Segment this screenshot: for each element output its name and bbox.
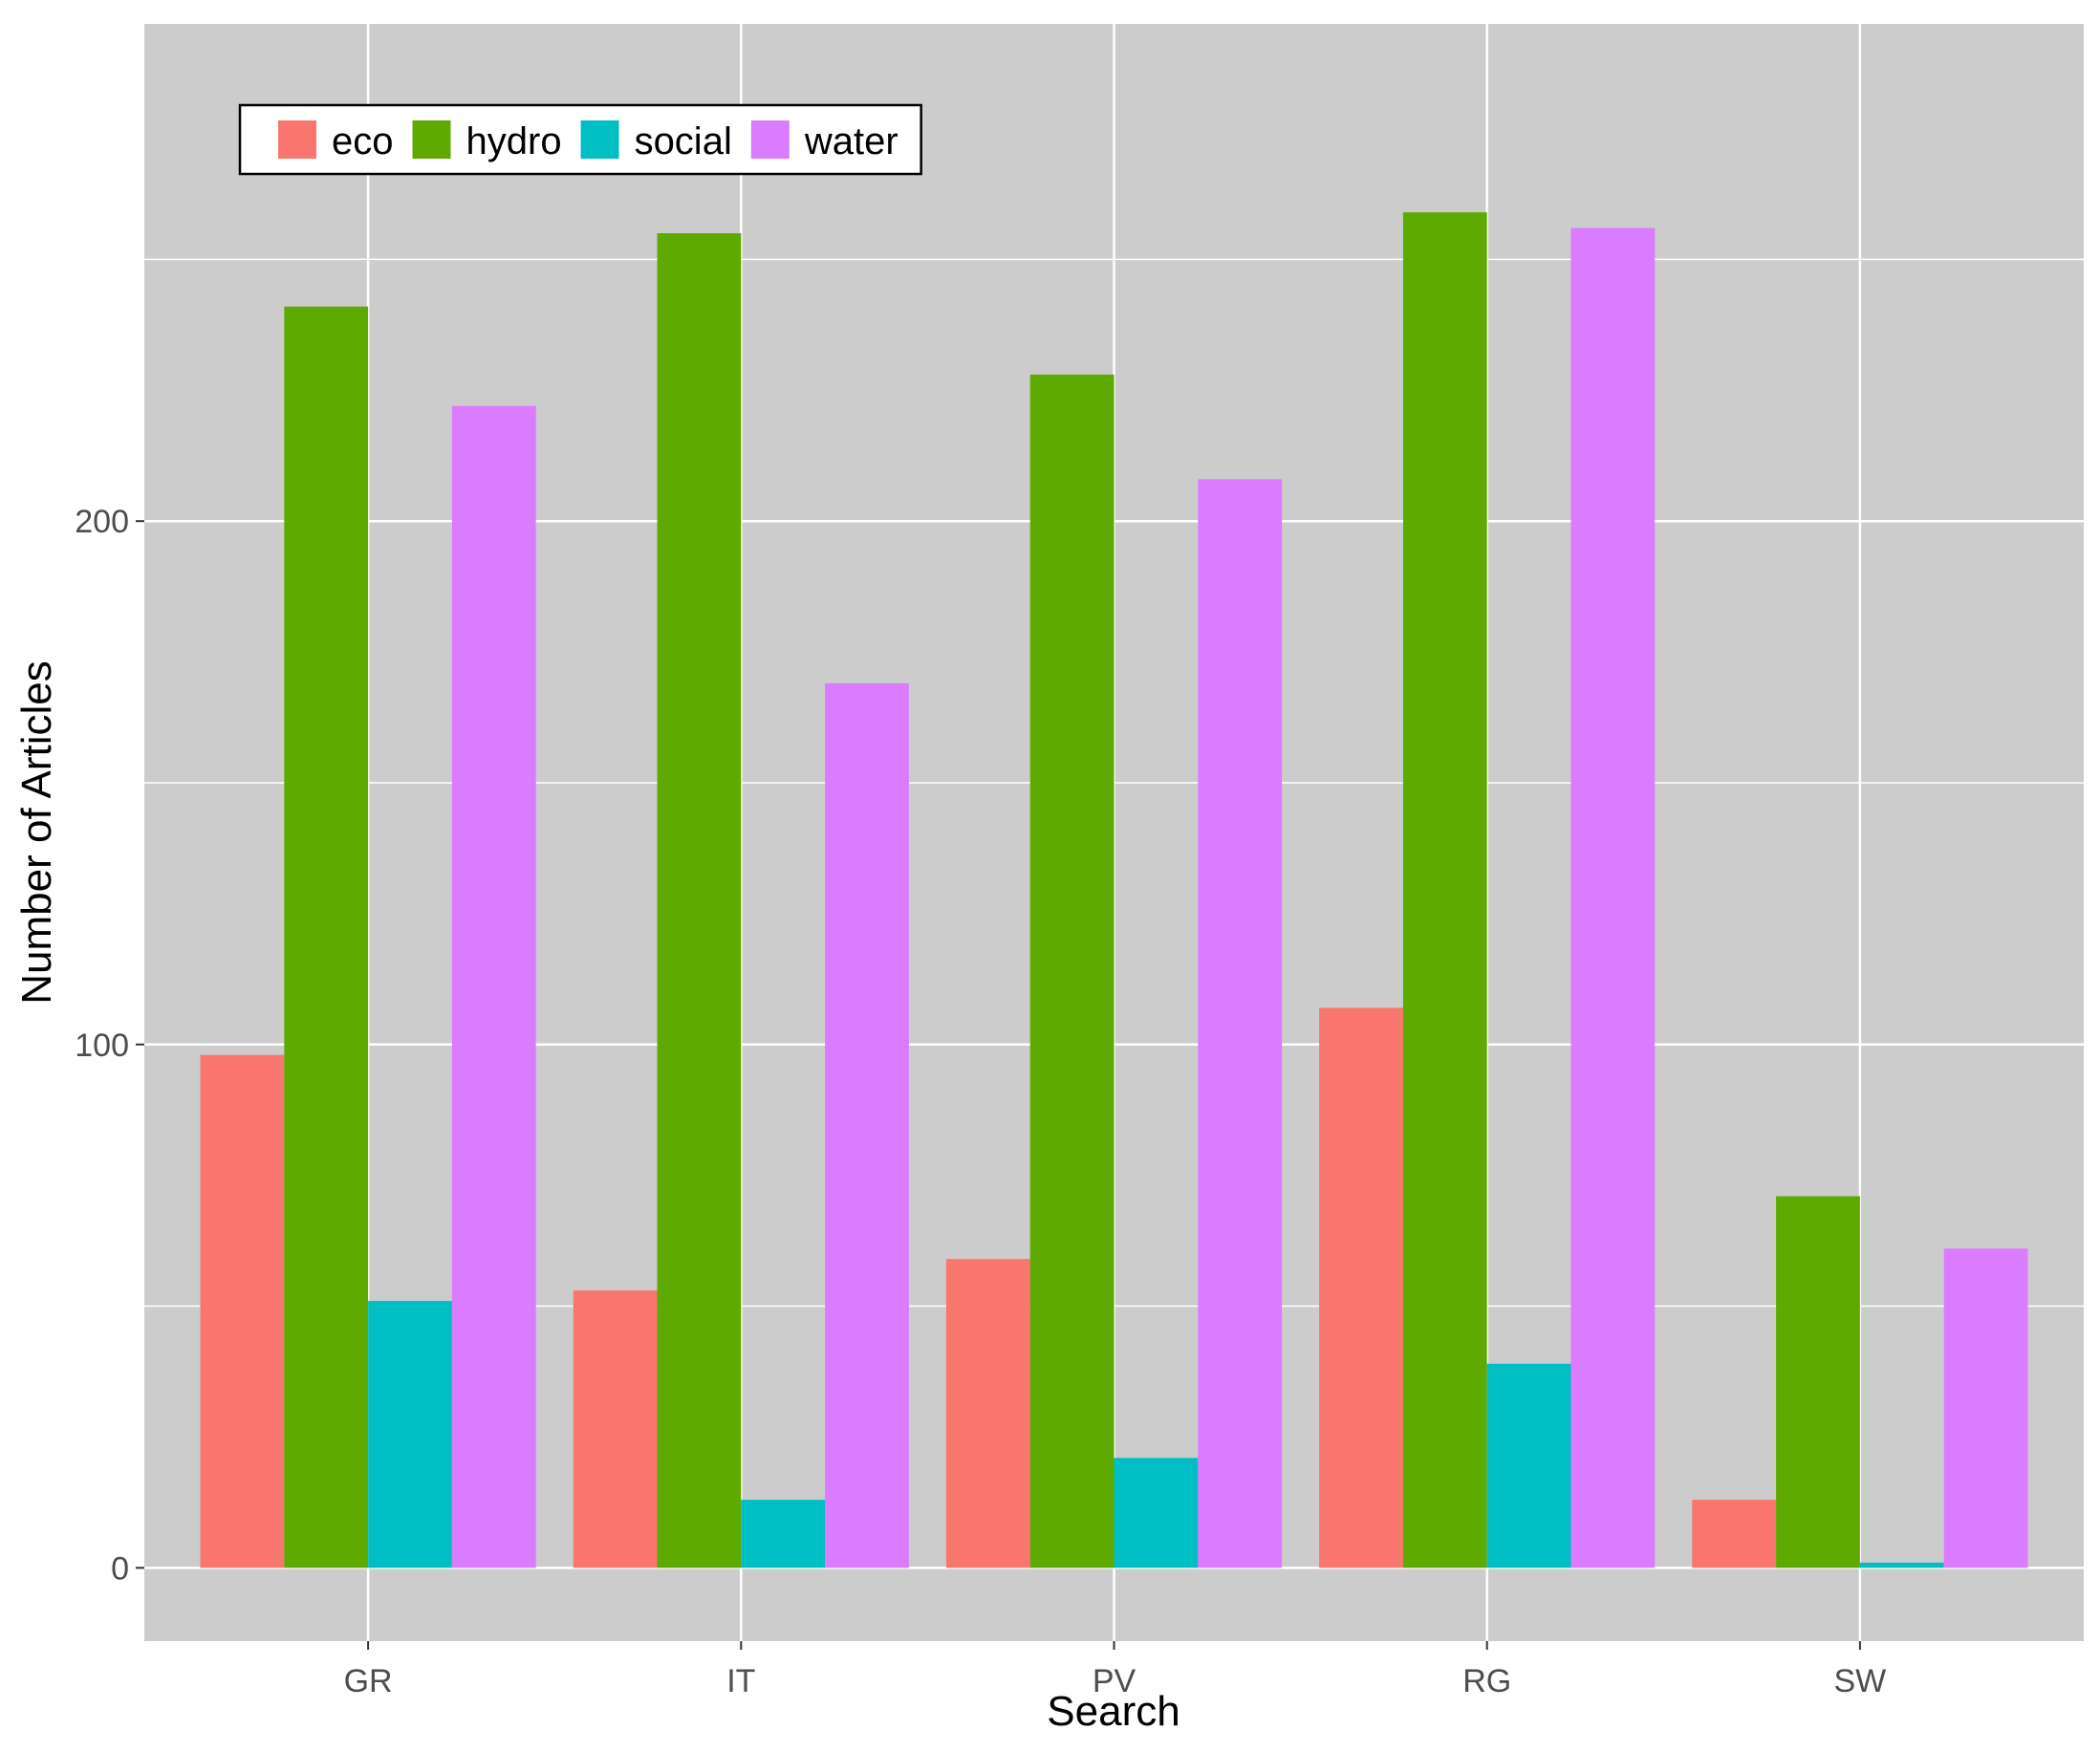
bar-hydro-pv [1029, 374, 1115, 1568]
bars [200, 212, 2028, 1568]
legend-key-social [580, 120, 619, 159]
y-axis-ticks: 0 100 200 [75, 504, 144, 1587]
bar-water-pv [1198, 479, 1283, 1568]
bar-water-it [825, 682, 909, 1568]
legend-label-water: water [804, 120, 898, 162]
bar-social-rg [1486, 1363, 1571, 1568]
x-tick-label: IT [726, 1663, 755, 1699]
legend-key-eco [278, 120, 316, 159]
bar-hydro-gr [284, 306, 369, 1568]
bar-social-it [741, 1500, 826, 1568]
legend-label-eco: eco [332, 120, 394, 162]
bar-eco-pv [945, 1259, 1030, 1568]
y-tick-label: 200 [75, 504, 129, 540]
y-axis-title: Number of Articles [13, 660, 60, 1004]
bar-social-sw [1859, 1562, 1944, 1568]
bar-hydro-sw [1776, 1196, 1860, 1568]
legend-box [238, 103, 922, 176]
legend-key-hydro [412, 120, 451, 159]
legend-label-social: social [635, 120, 732, 162]
x-axis-title: Search [1047, 1688, 1180, 1735]
legend: eco hydro social water [238, 103, 922, 176]
y-tick-label: 100 [75, 1027, 129, 1064]
x-tick-label: PV [1093, 1663, 1137, 1699]
x-tick-label: GR [344, 1663, 393, 1699]
bar-social-gr [368, 1301, 452, 1568]
x-axis-ticks: GR IT PV RG SW [344, 1641, 1886, 1699]
bar-eco-sw [1692, 1500, 1777, 1568]
bar-eco-rg [1319, 1007, 1403, 1568]
legend-key-water [750, 120, 790, 159]
bar-hydro-rg [1402, 212, 1487, 1568]
bar-social-pv [1114, 1458, 1199, 1568]
y-tick-label: 0 [111, 1550, 129, 1587]
x-tick-label: SW [1833, 1663, 1886, 1699]
bar-water-sw [1943, 1248, 2028, 1568]
x-tick-label: RG [1462, 1663, 1511, 1699]
bar-hydro-it [657, 233, 742, 1568]
bar-eco-gr [200, 1054, 285, 1568]
legend-label-hydro: hydro [466, 120, 562, 162]
bar-eco-it [573, 1290, 658, 1568]
bar-water-rg [1570, 227, 1656, 1568]
bar-water-gr [451, 405, 536, 1568]
